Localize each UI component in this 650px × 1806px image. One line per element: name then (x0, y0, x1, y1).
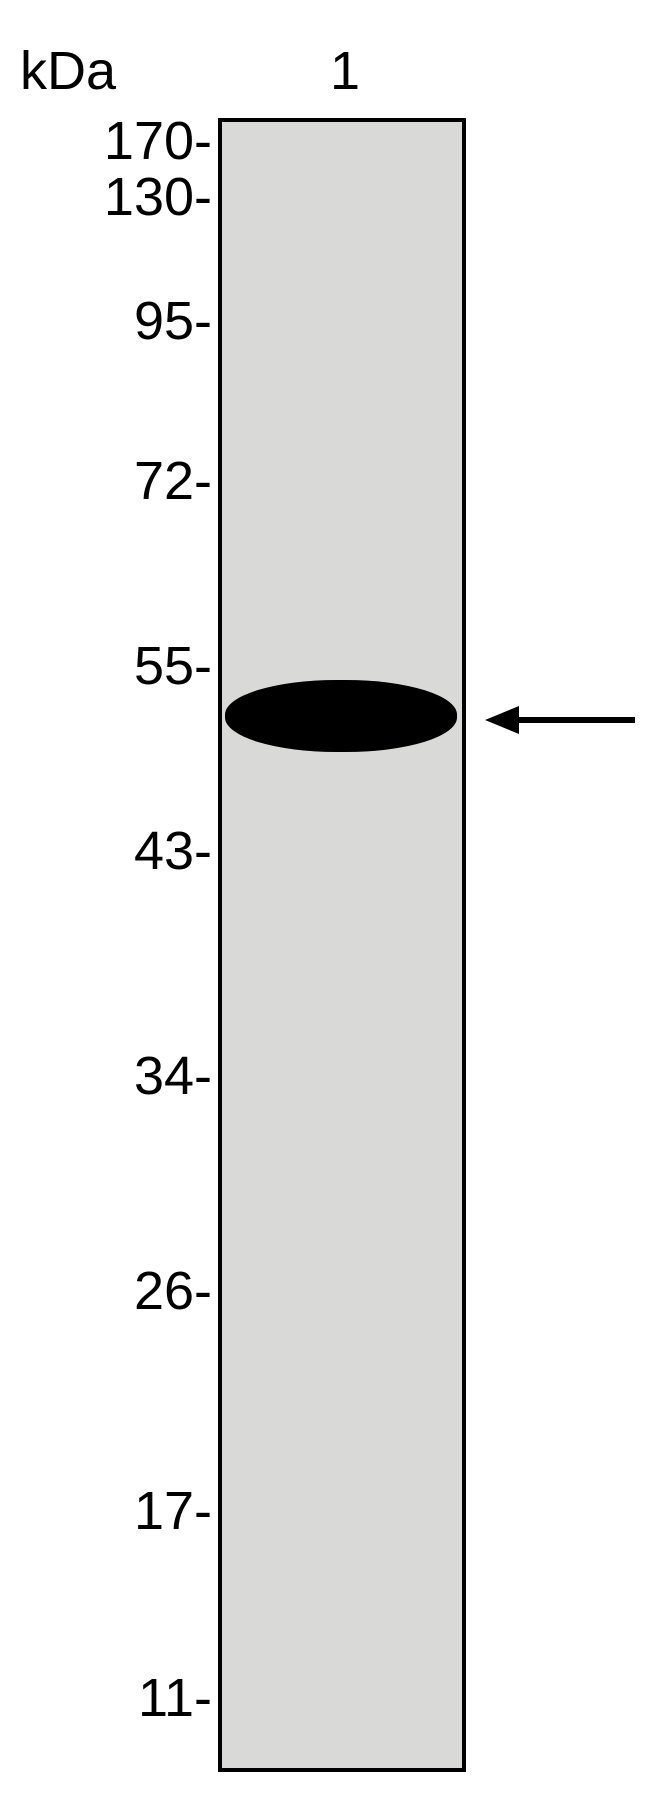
mw-marker: 11- (0, 1667, 212, 1729)
mw-marker: 55- (0, 635, 212, 697)
mw-marker: 72- (0, 450, 212, 512)
band-arrow-head (485, 706, 519, 734)
mw-marker: 170- (0, 110, 212, 172)
lane-header: 1 (330, 40, 360, 102)
lane-header-text: 1 (330, 41, 360, 101)
unit-label: kDa (20, 40, 116, 102)
mw-marker: 95- (0, 290, 212, 352)
mw-marker: 34- (0, 1045, 212, 1107)
mw-marker: 43- (0, 820, 212, 882)
mw-marker: 26- (0, 1260, 212, 1322)
band-arrow-line (519, 717, 635, 723)
blot-lane (218, 118, 466, 1772)
protein-band (225, 680, 457, 752)
blot-figure: kDa 1 170-130- 95- 72- 55- 43- 34- 26- 17- 11- (0, 0, 650, 1806)
unit-label-text: kDa (20, 41, 116, 101)
mw-marker: 17- (0, 1480, 212, 1542)
mw-marker: 130- (0, 166, 212, 228)
